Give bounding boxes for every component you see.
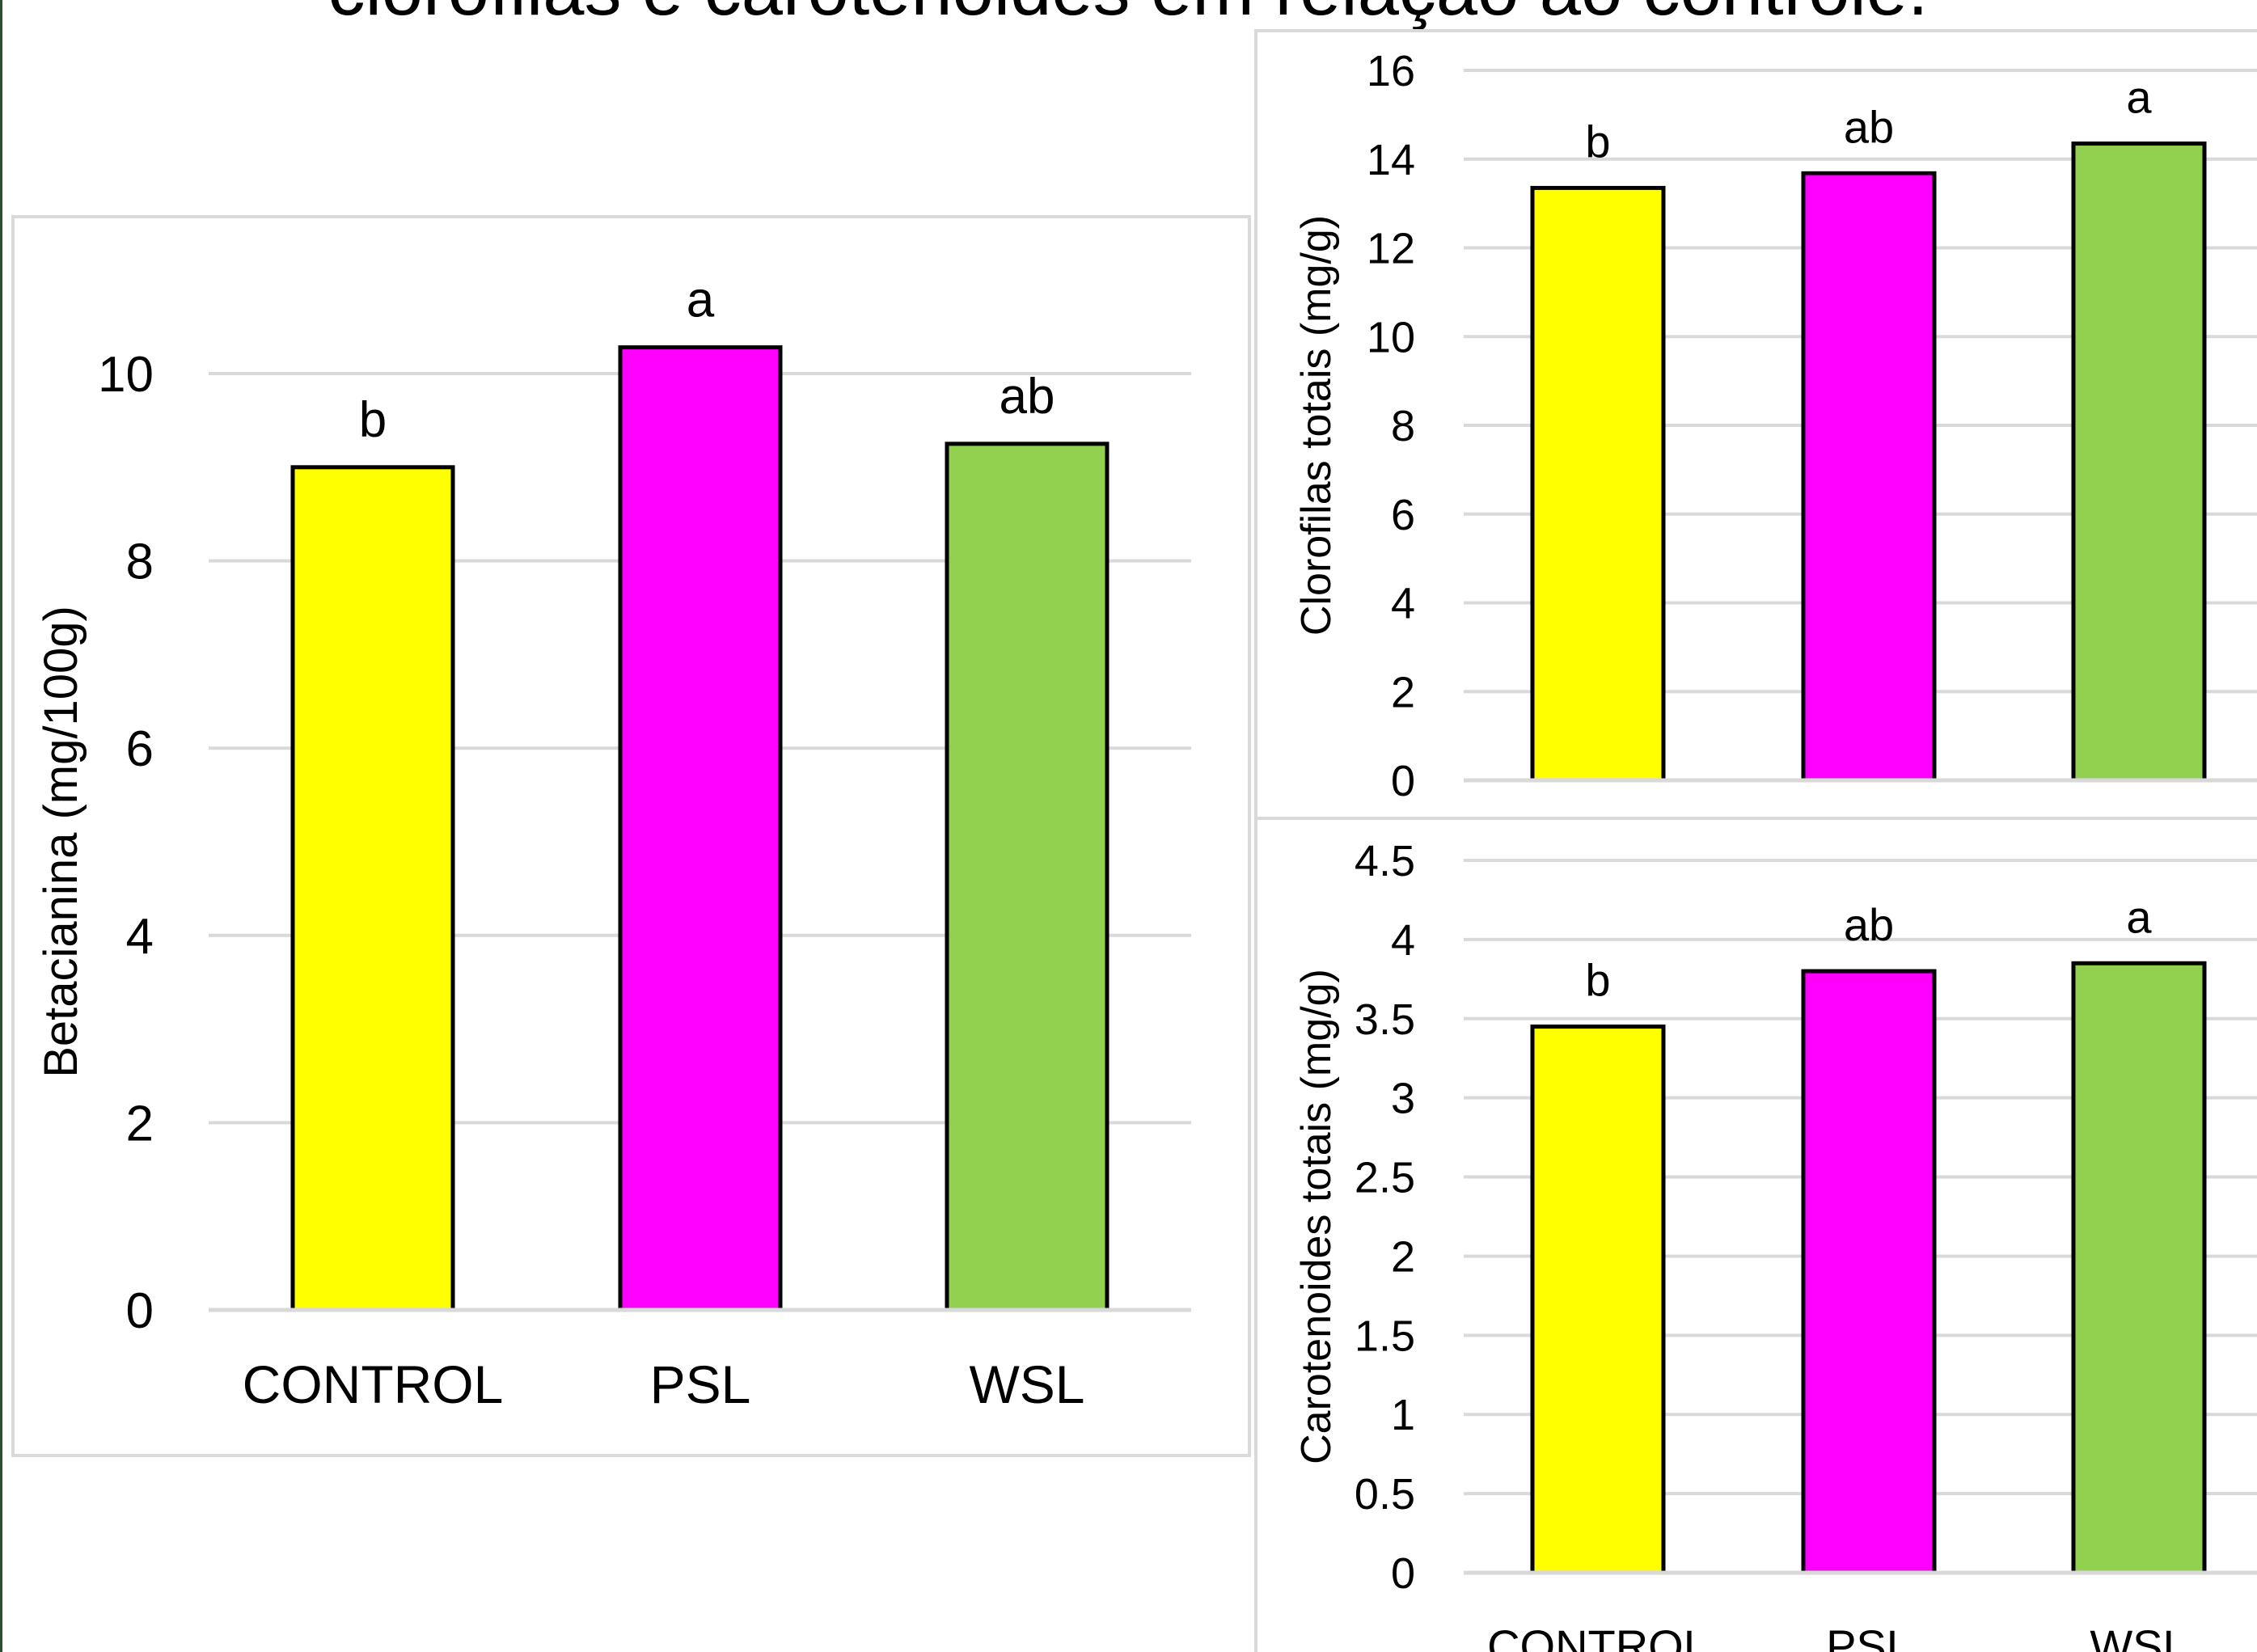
y-axis-title: Carotenoides totais (mg/g) xyxy=(1293,969,1340,1464)
bar-wsl xyxy=(2073,963,2204,1573)
y-tick-label: 3 xyxy=(1391,1075,1415,1123)
y-tick-label: 0.5 xyxy=(1355,1470,1415,1519)
bar-psl xyxy=(1803,971,1934,1573)
y-tick-label: 6 xyxy=(126,721,154,777)
y-tick-label: 10 xyxy=(98,347,154,403)
x-category-label: PSL xyxy=(650,1354,751,1414)
y-tick-label: 8 xyxy=(126,534,154,590)
bar-control xyxy=(1532,1027,1663,1573)
bar-significance-label: b xyxy=(359,392,387,448)
y-tick-label: 3.5 xyxy=(1355,995,1415,1044)
y-tick-label: 14 xyxy=(1367,136,1415,184)
y-tick-label: 4 xyxy=(1391,916,1415,965)
bar-psl xyxy=(1803,173,1934,780)
bar-significance-label: ab xyxy=(1844,101,1894,152)
x-category-label: PSL xyxy=(1826,1620,1912,1652)
y-tick-label: 1.5 xyxy=(1355,1312,1415,1360)
x-category-label: WSL xyxy=(2090,1620,2187,1652)
x-category-label: CONTROL xyxy=(1487,1620,1709,1652)
bar-significance-label: a xyxy=(2126,891,2152,942)
bar-psl xyxy=(620,348,780,1310)
bar-control xyxy=(293,467,453,1310)
bar-significance-label: a xyxy=(687,273,715,328)
bar-significance-label: ab xyxy=(1844,899,1894,950)
y-tick-label: 1 xyxy=(1391,1391,1415,1439)
y-tick-label: 2 xyxy=(1391,1232,1415,1281)
y-tick-label: 2.5 xyxy=(1355,1154,1415,1202)
bar-control xyxy=(1532,188,1663,780)
bar-wsl xyxy=(947,444,1107,1310)
x-category-label: WSL xyxy=(969,1354,1084,1414)
bar-significance-label: a xyxy=(2126,72,2152,123)
y-tick-label: 4 xyxy=(1391,580,1415,628)
y-tick-label: 6 xyxy=(1391,491,1415,539)
y-tick-label: 4 xyxy=(126,909,154,965)
y-tick-label: 16 xyxy=(1367,47,1415,95)
y-tick-label: 0 xyxy=(126,1283,154,1339)
y-tick-label: 12 xyxy=(1367,225,1415,273)
y-tick-label: 2 xyxy=(1391,668,1415,716)
y-tick-label: 0 xyxy=(1391,1549,1415,1598)
bar-significance-label: ab xyxy=(1000,369,1055,425)
y-tick-label: 2 xyxy=(126,1096,154,1151)
slide-edge xyxy=(0,0,2,1652)
bar-wsl xyxy=(2073,144,2204,780)
y-axis-title: Clorofilas totais (mg/g) xyxy=(1293,215,1340,636)
page-title: clorofilas e carotenoides em relação ao … xyxy=(328,0,1928,31)
y-tick-label: 4.5 xyxy=(1355,837,1415,885)
y-tick-label: 0 xyxy=(1391,757,1415,805)
y-axis-title: Betacianina (mg/100g) xyxy=(35,606,87,1078)
bar-significance-label: b xyxy=(1585,955,1610,1006)
y-tick-label: 10 xyxy=(1367,313,1415,361)
y-tick-label: 8 xyxy=(1391,402,1415,450)
bar-significance-label: b xyxy=(1585,116,1610,167)
x-category-label: CONTROL xyxy=(243,1354,504,1414)
